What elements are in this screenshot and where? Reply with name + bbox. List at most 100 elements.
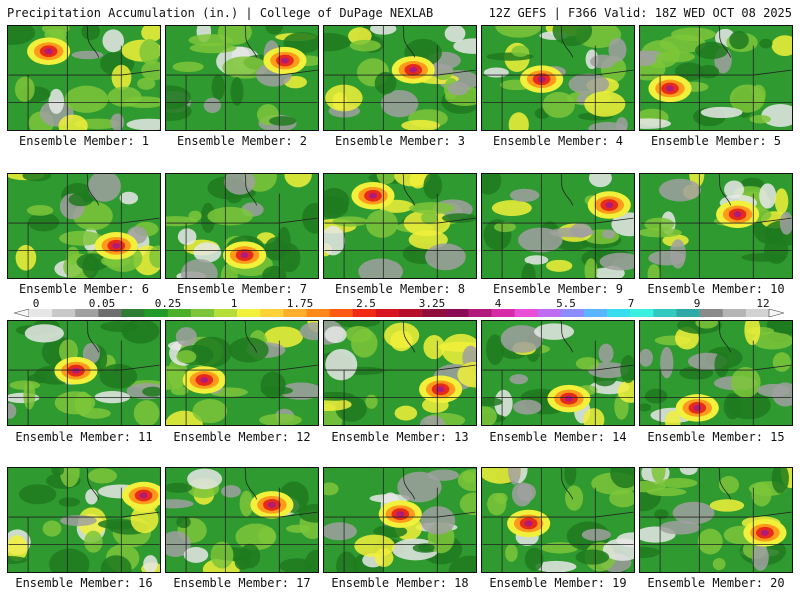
ensemble-panel-16 — [7, 467, 161, 573]
ensemble-member-label: Ensemble Member: 11 — [15, 430, 153, 444]
ensemble-member-label: Ensemble Member: 12 — [173, 430, 311, 444]
ensemble-panel-19 — [481, 467, 635, 573]
colorbar-segment — [352, 309, 377, 317]
colorbar-segment — [653, 309, 677, 317]
ensemble-member-label: Ensemble Member: 4 — [492, 134, 624, 148]
ensemble-panel-15 — [639, 320, 793, 426]
precip-map-5 — [640, 26, 792, 130]
precip-map-6 — [8, 174, 160, 278]
colorbar-segment — [260, 309, 284, 317]
precip-map-10 — [640, 174, 792, 278]
page-title: Precipitation Accumulation (in.) | Colle… — [7, 6, 434, 20]
ensemble-panel-3 — [323, 25, 477, 131]
colorbar-segment — [29, 309, 53, 317]
ensemble-panel-1 — [7, 25, 161, 131]
colorbar-segment — [745, 309, 770, 317]
colorbar-segment — [468, 309, 492, 317]
colorbar-tick-label: 1 — [230, 297, 238, 310]
colorbar-tick-label: 0.25 — [154, 297, 182, 310]
ensemble-member-label: Ensemble Member: 16 — [15, 576, 153, 590]
ensemble-member-label: Ensemble Member: 19 — [489, 576, 627, 590]
ensemble-member-label: Ensemble Member: 2 — [176, 134, 308, 148]
precip-map-15 — [640, 321, 792, 425]
ensemble-member-label: Ensemble Member: 7 — [176, 282, 308, 296]
colorbar-segment — [422, 309, 446, 317]
precip-map-2 — [166, 26, 318, 130]
precip-map-1 — [8, 26, 160, 130]
colorbar-segment — [584, 309, 608, 317]
colorbar-max-arrow — [768, 309, 784, 317]
colorbar-segment — [676, 309, 700, 317]
colorbar-tick-label: 12 — [756, 297, 770, 310]
precip-map-19 — [482, 468, 634, 572]
ensemble-panel-4 — [481, 25, 635, 131]
ensemble-panel-6 — [7, 173, 161, 279]
ensemble-member-label: Ensemble Member: 5 — [650, 134, 782, 148]
precip-map-16 — [8, 468, 160, 572]
colorbar-segment — [306, 309, 330, 317]
ensemble-panel-8 — [323, 173, 477, 279]
colorbar-segment — [560, 309, 585, 317]
colorbar-segment — [167, 309, 192, 317]
colorbar-segment — [52, 309, 76, 317]
colorbar-segment — [399, 309, 423, 317]
precip-map-20 — [640, 468, 792, 572]
colorbar-segment — [144, 309, 169, 317]
colorbar-segment — [491, 309, 515, 317]
colorbar-tick-label: 5.5 — [556, 297, 576, 310]
precip-map-13 — [324, 321, 476, 425]
colorbar-tick-label: 3.25 — [418, 297, 446, 310]
precip-map-7 — [166, 174, 318, 278]
ensemble-panel-7 — [165, 173, 319, 279]
colorbar-min-arrow — [14, 309, 30, 317]
precip-map-12 — [166, 321, 318, 425]
precip-map-3 — [324, 26, 476, 130]
colorbar-segment — [514, 309, 539, 317]
colorbar-tick-label: 1.75 — [286, 297, 314, 310]
colorbar — [14, 309, 784, 317]
colorbar-segment — [121, 309, 145, 317]
colorbar-segment — [607, 309, 631, 317]
precip-map-11 — [8, 321, 160, 425]
ensemble-member-label: Ensemble Member: 1 — [18, 134, 150, 148]
colorbar-segment — [237, 309, 261, 317]
ensemble-member-label: Ensemble Member: 6 — [18, 282, 150, 296]
ensemble-panel-11 — [7, 320, 161, 426]
ensemble-member-label: Ensemble Member: 10 — [647, 282, 785, 296]
colorbar-segment — [214, 309, 238, 317]
precip-map-4 — [482, 26, 634, 130]
ensemble-member-label: Ensemble Member: 9 — [492, 282, 624, 296]
ensemble-panel-2 — [165, 25, 319, 131]
colorbar-tick-label: 7 — [627, 297, 635, 310]
ensemble-member-label: Ensemble Member: 15 — [647, 430, 785, 444]
ensemble-panel-5 — [639, 25, 793, 131]
ensemble-member-label: Ensemble Member: 13 — [331, 430, 469, 444]
ensemble-panel-9 — [481, 173, 635, 279]
ensemble-panel-20 — [639, 467, 793, 573]
colorbar-segment — [329, 309, 354, 317]
ensemble-member-label: Ensemble Member: 8 — [334, 282, 466, 296]
ensemble-panel-17 — [165, 467, 319, 573]
colorbar-segment — [630, 309, 654, 317]
colorbar-segment — [98, 309, 122, 317]
colorbar-segment — [699, 309, 724, 317]
colorbar-segment — [283, 309, 307, 317]
ensemble-member-label: Ensemble Member: 14 — [489, 430, 627, 444]
precip-map-17 — [166, 468, 318, 572]
colorbar-tick-label: 9 — [693, 297, 701, 310]
colorbar-tick-label: 0 — [32, 297, 40, 310]
valid-time: 12Z GEFS | F366 Valid: 18Z WED OCT 08 20… — [488, 6, 792, 20]
ensemble-panel-18 — [323, 467, 477, 573]
ensemble-panel-12 — [165, 320, 319, 426]
ensemble-panel-10 — [639, 173, 793, 279]
precip-map-9 — [482, 174, 634, 278]
colorbar-tick-label: 2.5 — [356, 297, 376, 310]
colorbar-segment — [722, 309, 747, 317]
colorbar-segment — [75, 309, 99, 317]
precip-map-18 — [324, 468, 476, 572]
precip-map-8 — [324, 174, 476, 278]
colorbar-tick-label: 0.05 — [88, 297, 116, 310]
ensemble-panel-13 — [323, 320, 477, 426]
ensemble-member-label: Ensemble Member: 20 — [647, 576, 785, 590]
colorbar-segment — [375, 309, 400, 317]
